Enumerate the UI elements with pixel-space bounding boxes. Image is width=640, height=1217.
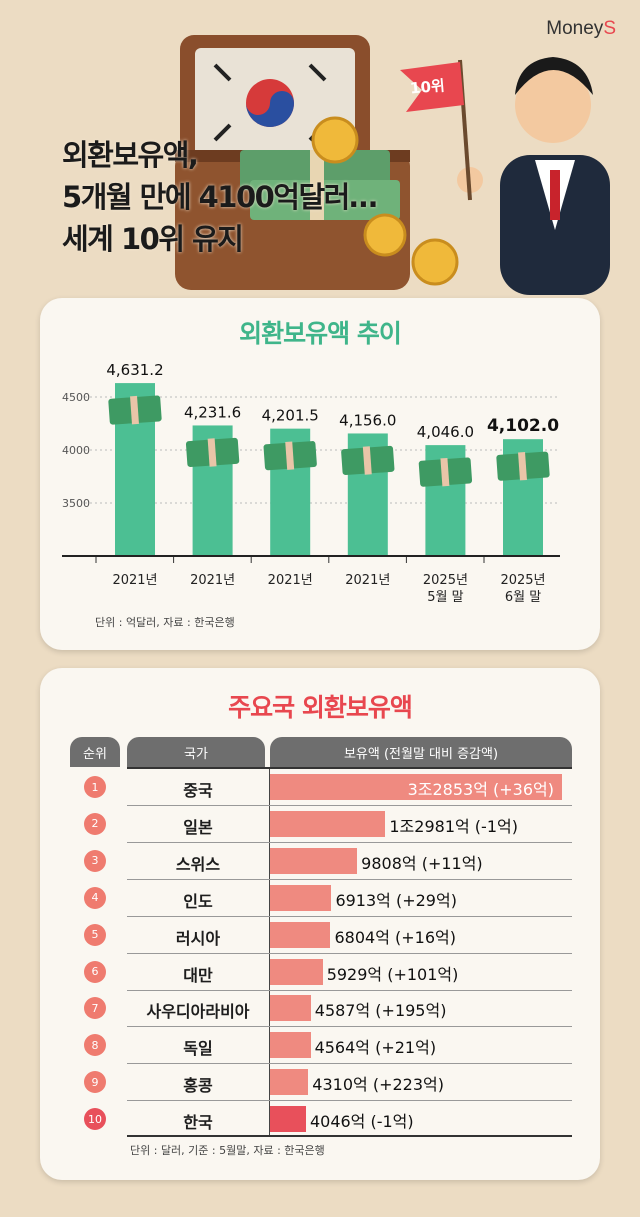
header-country: 국가 [127,737,265,767]
amount-bar [270,774,562,800]
money-band-icon [130,395,139,425]
x-tick-label: 5월 말 [427,590,463,605]
row-divider [127,805,572,806]
headline-line-2: 5개월 만에 4100억달러… [62,180,378,214]
amount-bar [270,810,386,837]
country-name: 사우디아라비아 [146,1002,250,1022]
chart-note: 단위 : 억달러, 자료 : 한국은행 [95,616,235,629]
value-label: 4,631.2 [106,361,163,379]
row-divider [127,1063,572,1065]
value-label: 4,231.6 [184,403,241,421]
rank-badge: 4 [84,886,106,909]
rank-badge: 9 [84,1071,106,1094]
amount-label: 6804억 (+16억) [334,927,456,947]
amount-bar [270,958,323,985]
country-name: 홍콩 [183,1076,213,1096]
y-tick-label: 4500 [62,391,90,404]
amount-label: 6913억 (+29억) [335,890,457,910]
money-band-icon [518,452,527,481]
value-label: 4,102.0 [487,416,559,436]
amount-bar [270,1069,309,1096]
x-tick-label: 2021년 [345,573,390,588]
money-band-icon [440,457,450,487]
value-label: 4,156.0 [339,411,396,429]
bar-chart: 3500 4000 4500 4,631.2 2021년 4,231.6 2021년 4,20… [62,361,560,605]
rank-badge: 3 [84,849,106,872]
rank-badge: 7 [84,997,106,1020]
row-divider [127,952,572,954]
amount-bar [270,921,331,948]
y-tick-label: 4000 [62,444,90,457]
headline-line-1: 외환보유액, [62,138,199,172]
table-bottom-rule [127,1135,572,1137]
amount-label: 4564억 (+21억) [314,1038,437,1058]
row-divider [127,915,572,917]
rank-badge: 5 [84,923,106,946]
rank-badge: 10 [84,1108,106,1131]
gold-coin-icon [311,116,459,286]
table-body: 1 중국 3조2853억 (+36억) 2 일본 1조2981억 (-1억) 3 스위스 980… [40,668,600,1180]
rank-badge: 1 [84,776,106,798]
chart-title: 외환보유액 추이 [239,319,402,348]
amount-bar [270,884,332,911]
x-tick-label: 2025년 [423,573,468,588]
amount-bar [270,995,311,1022]
moneys-logo: MoneyS [546,18,616,39]
amount-label: 1조2981억 (-1억) [389,816,518,836]
amount-label: 4046억 (-1억) [309,1112,414,1132]
amount-label: 4587억 (+195억) [314,1001,447,1021]
amount-bar [270,847,358,874]
flag-label: 10위 [409,76,446,98]
row-divider [127,841,572,843]
money-band-icon [362,446,372,475]
headline-line-3: 세계 10위 유지 [62,222,244,256]
amount-label: 4310억 (+223억) [312,1075,444,1095]
row-divider [127,1100,572,1102]
header-amount: 보유액 (전월말 대비 증감액) [270,737,572,767]
country-name: 러시아 [175,928,221,948]
table-note: 단위 : 달러, 기준 : 5월말, 자료 : 한국은행 [130,1144,325,1157]
rank-badge: 8 [84,1034,106,1057]
header-rule [127,767,572,769]
row-divider [127,1026,572,1028]
money-band-icon [207,438,217,467]
country-name: 인도 [183,891,213,911]
column-divider [269,767,270,1135]
x-tick-label: 2025년 [500,573,545,588]
x-tick-label: 2021년 [190,573,235,588]
businessman-icon [400,57,610,295]
amount-label: 5929억 (+101억) [326,964,459,984]
value-label: 4,046.0 [417,423,474,441]
table-title: 주요국 외환보유액 [228,693,413,722]
row-divider [127,878,572,880]
korean-flag-icon [213,63,327,142]
country-name: 중국 [183,781,213,800]
cash-stack-icon [240,150,400,220]
x-tick-label: 6월 말 [505,590,541,605]
country-name: 독일 [183,1039,213,1059]
rank-badge: 2 [84,812,106,835]
y-tick-label: 3500 [62,497,90,510]
x-tick-label: 2021년 [112,573,157,588]
country-name: 일본 [183,817,213,837]
amount-label: 3조2853억 (+36억) [407,780,554,799]
header-rank: 순위 [70,737,120,767]
money-band-icon [285,441,295,470]
table-card: 주요국 외환보유액 순위 국가 보유액 (전월말 대비 증감액) 1 중국 3조28… [40,668,600,1180]
value-label: 4,201.5 [262,407,319,425]
row-divider [127,989,572,991]
amount-bar [270,1032,311,1059]
country-name: 대만 [183,965,213,985]
rank-badge: 6 [84,960,106,983]
amount-label: 9808억 (+11억) [361,853,483,873]
country-name: 한국 [183,1113,213,1133]
hero-illustration [175,35,610,295]
country-name: 스위스 [175,854,221,874]
amount-bar [270,1106,306,1133]
chart-card: 외환보유액 추이 3500 4000 4500 4,631.2 2021년 4,231.6… [40,298,600,650]
x-tick-label: 2021년 [268,573,313,588]
